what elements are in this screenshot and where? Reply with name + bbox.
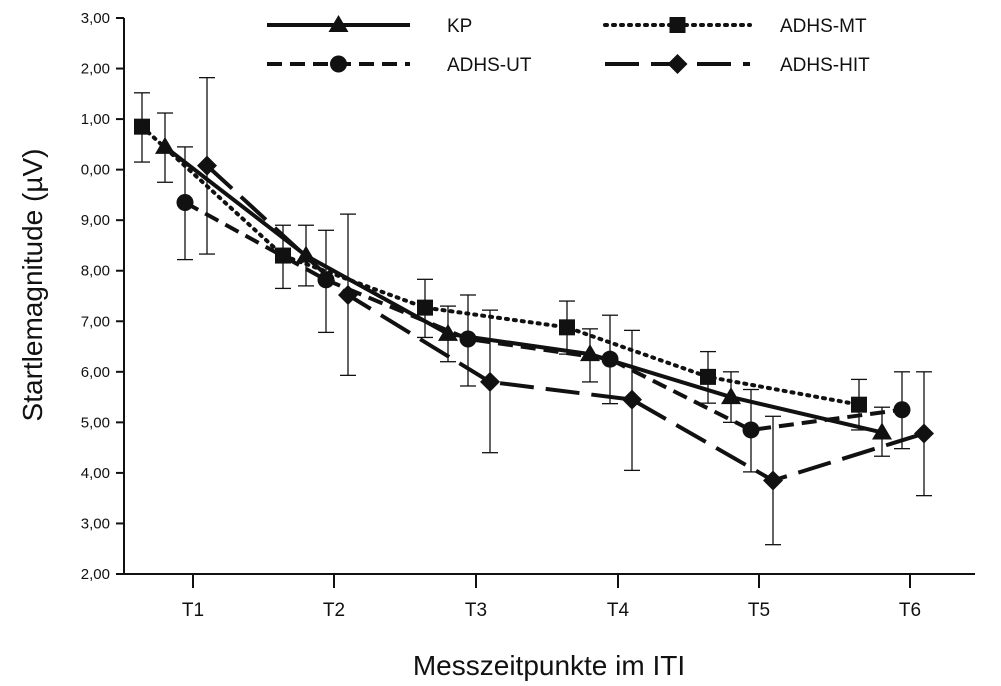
data-point-diamond [197, 155, 217, 176]
legend-label: ADHS-MT [780, 16, 867, 37]
x-axis-ticks: T1 T2 T3 T4 T5 T6 [182, 574, 921, 621]
series-layer [134, 76, 934, 546]
data-point-triangle [721, 387, 741, 405]
data-point-circle [459, 330, 477, 348]
data-point-triangle [296, 245, 316, 263]
y-axis-ticks: 2,00 3,00 4,00 5,00 6,00 7,00 8,00 9,00 0,00 1,00… [81, 10, 124, 583]
data-point-square [417, 299, 433, 316]
x-tick-label: T5 [748, 600, 770, 621]
legend: KP ADHS-MT ADHS-UT ADHS-HIT [267, 15, 870, 76]
legend-marker-circle [330, 55, 347, 73]
legend-item-adhs-mt: ADHS-MT [603, 16, 867, 37]
data-point-square [559, 319, 575, 336]
y-tick-label: 9,00 [81, 212, 110, 229]
x-axis-title: Messzeitpunkte im ITI [413, 650, 685, 681]
data-point-diamond [914, 423, 934, 444]
data-point-square [134, 118, 150, 135]
series-adhs-hit [197, 76, 934, 546]
data-point-square [700, 368, 716, 385]
data-point-circle [893, 401, 911, 419]
series-adhs-ut [176, 146, 911, 473]
data-point-diamond [622, 389, 642, 410]
series-line [205, 164, 925, 483]
legend-item-adhs-ut: ADHS-UT [267, 55, 532, 76]
axes [123, 18, 975, 575]
series-kp [155, 112, 892, 457]
data-point-circle [601, 350, 619, 368]
series-line [184, 200, 903, 432]
x-tick-label: T2 [323, 600, 345, 621]
data-point-circle [317, 271, 335, 289]
legend-item-adhs-hit: ADHS-HIT [605, 54, 870, 76]
legend-marker-triangle [328, 15, 349, 32]
legend-label: KP [447, 16, 472, 37]
data-point-circle [176, 193, 194, 211]
y-axis-title: Startlemagnitude (µV) [17, 149, 48, 422]
legend-marker-diamond [667, 54, 688, 74]
y-tick-label: 1,00 [81, 111, 110, 128]
data-point-diamond [480, 371, 500, 392]
y-tick-label: 6,00 [81, 364, 110, 381]
data-point-circle [742, 421, 760, 439]
data-point-triangle [438, 323, 458, 341]
legend-marker-square [669, 17, 686, 33]
y-tick-label: 5,00 [81, 414, 110, 431]
y-tick-label: 2,00 [81, 61, 110, 78]
y-tick-label: 0,00 [81, 162, 110, 179]
x-tick-label: T1 [182, 600, 204, 621]
data-point-triangle [872, 422, 892, 440]
y-tick-label: 4,00 [81, 465, 110, 482]
x-tick-label: T4 [607, 600, 630, 621]
legend-label: ADHS-UT [447, 55, 532, 76]
data-point-diamond [763, 470, 783, 491]
x-tick-label: T6 [899, 600, 921, 621]
y-tick-label: 3,00 [81, 10, 110, 27]
y-tick-label: 3,00 [81, 515, 110, 532]
data-point-triangle [155, 136, 175, 154]
legend-label: ADHS-HIT [780, 55, 870, 76]
legend-item-kp: KP [267, 15, 472, 37]
y-tick-label: 7,00 [81, 313, 110, 330]
series-line [140, 124, 861, 407]
y-tick-label: 8,00 [81, 263, 110, 280]
data-point-diamond [338, 284, 358, 305]
series-adhs-mt [134, 92, 867, 431]
data-point-square [851, 396, 867, 413]
x-tick-label: T3 [465, 600, 487, 621]
y-tick-label: 2,00 [81, 566, 110, 583]
